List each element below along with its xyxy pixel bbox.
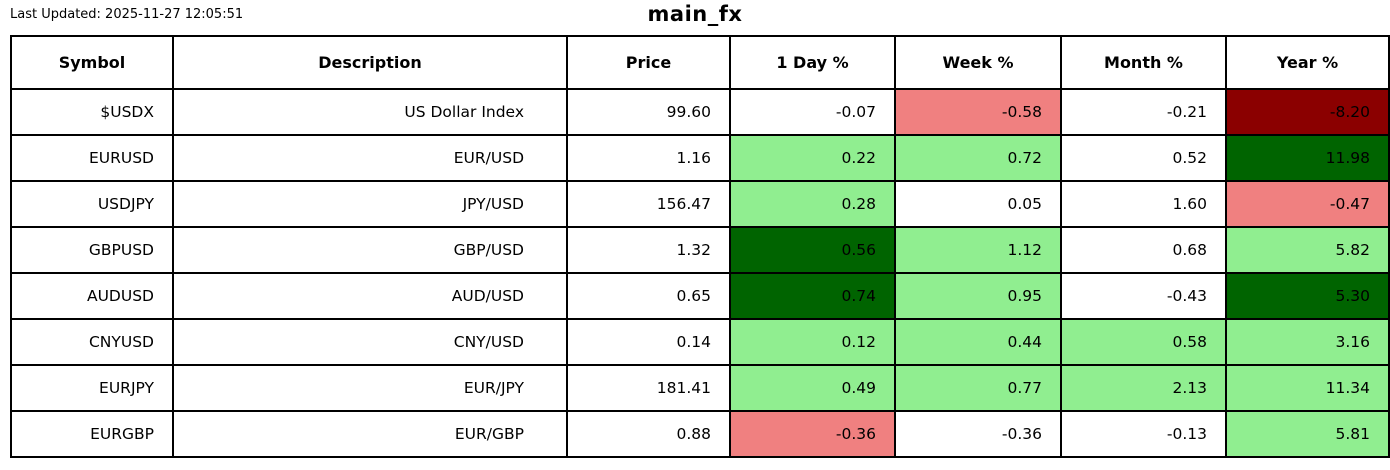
description-cell: GBP/USD [172, 226, 568, 274]
week-pct-cell: -0.36 [894, 410, 1062, 458]
week-pct-cell: 0.05 [894, 180, 1062, 228]
month-pct-cell: 0.58 [1060, 318, 1227, 366]
year-pct-cell: 11.98 [1225, 134, 1390, 182]
column-header-description: Description [172, 35, 568, 90]
table-row: AUDUSD AUD/USD 0.65 0.74 0.95 -0.43 5.30 [10, 272, 1390, 320]
symbol-cell: EURGBP [10, 410, 174, 458]
day-pct-cell: 0.49 [729, 364, 896, 412]
price-cell: 0.14 [566, 318, 731, 366]
year-pct-cell: 5.82 [1225, 226, 1390, 274]
table-row: EURGBP EUR/GBP 0.88 -0.36 -0.36 -0.13 5.81 [10, 410, 1390, 458]
day-pct-cell: 0.56 [729, 226, 896, 274]
day-pct-cell: -0.07 [729, 88, 896, 136]
week-pct-cell: 0.95 [894, 272, 1062, 320]
day-pct-cell: 0.28 [729, 180, 896, 228]
symbol-cell: USDJPY [10, 180, 174, 228]
month-pct-cell: -0.13 [1060, 410, 1227, 458]
week-pct-cell: -0.58 [894, 88, 1062, 136]
description-cell: EUR/GBP [172, 410, 568, 458]
fx-table-body: $USDX US Dollar Index 99.60 -0.07 -0.58 -0.21… [10, 88, 1390, 458]
year-pct-cell: 3.16 [1225, 318, 1390, 366]
table-row: CNYUSD CNY/USD 0.14 0.12 0.44 0.58 3.16 [10, 318, 1390, 366]
symbol-cell: CNYUSD [10, 318, 174, 366]
price-cell: 1.16 [566, 134, 731, 182]
month-pct-cell: -0.21 [1060, 88, 1227, 136]
price-cell: 181.41 [566, 364, 731, 412]
month-pct-cell: 0.52 [1060, 134, 1227, 182]
fx-table-header: Symbol Description Price 1 Day % Week % … [10, 35, 1390, 90]
month-pct-cell: -0.43 [1060, 272, 1227, 320]
month-pct-cell: 1.60 [1060, 180, 1227, 228]
last-updated-label: Last Updated: 2025-11-27 12:05:51 [10, 7, 244, 22]
description-cell: JPY/USD [172, 180, 568, 228]
day-pct-cell: 0.12 [729, 318, 896, 366]
price-cell: 0.88 [566, 410, 731, 458]
year-pct-cell: -0.47 [1225, 180, 1390, 228]
description-cell: EUR/USD [172, 134, 568, 182]
symbol-cell: EURJPY [10, 364, 174, 412]
month-pct-cell: 0.68 [1060, 226, 1227, 274]
fx-table: Symbol Description Price 1 Day % Week % … [10, 35, 1390, 458]
symbol-cell: AUDUSD [10, 272, 174, 320]
price-cell: 0.65 [566, 272, 731, 320]
year-pct-cell: 5.30 [1225, 272, 1390, 320]
column-header-week-pct: Week % [894, 35, 1062, 90]
description-cell: EUR/JPY [172, 364, 568, 412]
year-pct-cell: 11.34 [1225, 364, 1390, 412]
day-pct-cell: 0.22 [729, 134, 896, 182]
week-pct-cell: 0.72 [894, 134, 1062, 182]
symbol-cell: EURUSD [10, 134, 174, 182]
price-cell: 1.32 [566, 226, 731, 274]
price-cell: 156.47 [566, 180, 731, 228]
table-row: EURUSD EUR/USD 1.16 0.22 0.72 0.52 11.98 [10, 134, 1390, 182]
price-cell: 99.60 [566, 88, 731, 136]
week-pct-cell: 1.12 [894, 226, 1062, 274]
description-cell: AUD/USD [172, 272, 568, 320]
day-pct-cell: -0.36 [729, 410, 896, 458]
symbol-cell: $USDX [10, 88, 174, 136]
header-row: Symbol Description Price 1 Day % Week % … [10, 35, 1390, 90]
page-title: main_fx [647, 2, 743, 26]
day-pct-cell: 0.74 [729, 272, 896, 320]
month-pct-cell: 2.13 [1060, 364, 1227, 412]
column-header-month-pct: Month % [1060, 35, 1227, 90]
year-pct-cell: -8.20 [1225, 88, 1390, 136]
description-cell: US Dollar Index [172, 88, 568, 136]
table-row: GBPUSD GBP/USD 1.32 0.56 1.12 0.68 5.82 [10, 226, 1390, 274]
column-header-year-pct: Year % [1225, 35, 1390, 90]
table-row: EURJPY EUR/JPY 181.41 0.49 0.77 2.13 11.34 [10, 364, 1390, 412]
column-header-price: Price [566, 35, 731, 90]
table-row: USDJPY JPY/USD 156.47 0.28 0.05 1.60 -0.47 [10, 180, 1390, 228]
column-header-day-pct: 1 Day % [729, 35, 896, 90]
table-row: $USDX US Dollar Index 99.60 -0.07 -0.58 -0.21… [10, 88, 1390, 136]
week-pct-cell: 0.77 [894, 364, 1062, 412]
description-cell: CNY/USD [172, 318, 568, 366]
symbol-cell: GBPUSD [10, 226, 174, 274]
column-header-symbol: Symbol [10, 35, 174, 90]
week-pct-cell: 0.44 [894, 318, 1062, 366]
year-pct-cell: 5.81 [1225, 410, 1390, 458]
